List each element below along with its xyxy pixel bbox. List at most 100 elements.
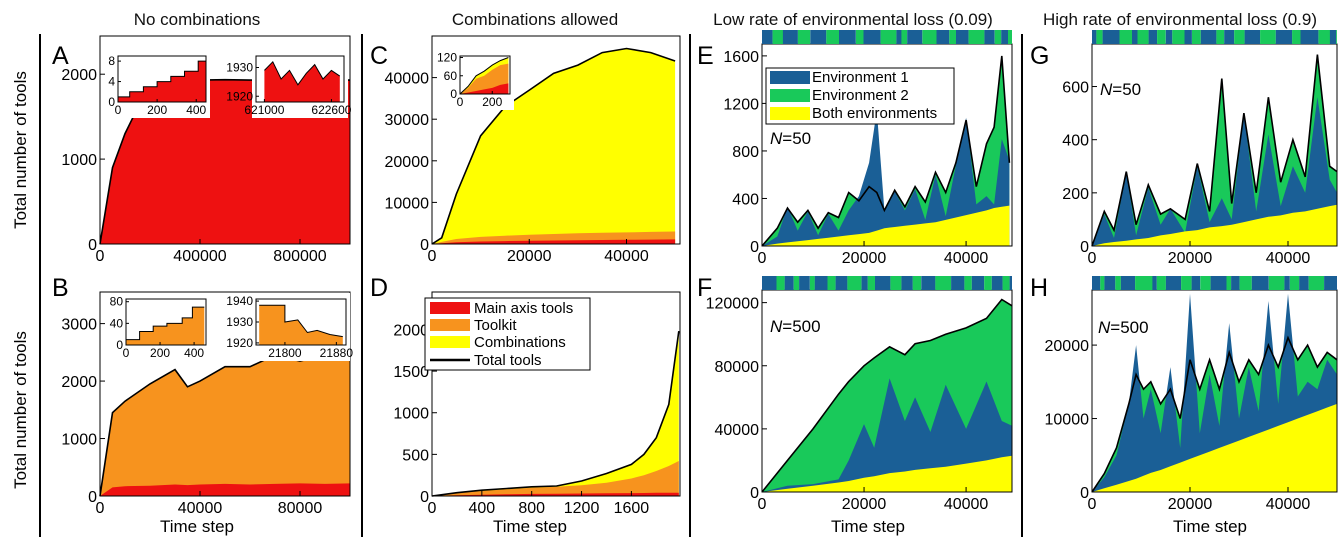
x-tick-label-g: 40000 <box>1266 250 1311 267</box>
total-line-d <box>431 330 680 497</box>
y-tick-label-d: 0 <box>420 489 429 506</box>
env-segment <box>922 30 937 44</box>
env-segment <box>1289 276 1300 290</box>
area-g-both-environments <box>1092 204 1337 246</box>
y-tick-label-d: 500 <box>402 447 429 464</box>
env-segment <box>810 30 827 44</box>
env-segment <box>1157 30 1166 44</box>
total-line-c <box>431 47 676 245</box>
x-tick-label-b: 40000 <box>178 500 223 517</box>
x-tick-label-g: 20000 <box>1168 250 1213 267</box>
legend-label-both: Both environments <box>812 105 937 122</box>
env-segment <box>847 276 862 290</box>
y-tick-label-b-inset1: 1920 <box>226 336 253 350</box>
y-tick-label-e: 0 <box>750 239 759 256</box>
env-segment <box>797 30 811 44</box>
inset-area-a1 <box>264 61 340 102</box>
x-tick-label-c: 0 <box>428 248 437 265</box>
env-segment <box>762 276 777 290</box>
env-segment <box>1165 276 1182 290</box>
y-tick-label-f: 80000 <box>715 359 760 376</box>
area-b-toolkit <box>100 355 350 496</box>
y-tick-label-b-inset0: 40 <box>110 316 124 330</box>
x-tick-label-c-inset0: 0 <box>457 95 464 109</box>
x-tick-label-f: 40000 <box>944 496 989 513</box>
env-segment <box>782 30 798 44</box>
y-tick-label-b: 0 <box>88 489 97 506</box>
panel-label-c: C <box>370 42 388 70</box>
y-tick-label-a-inset1: 1930 <box>226 61 253 75</box>
total-line-e <box>761 55 1011 247</box>
area-e-both-environments <box>762 205 1010 246</box>
environment-bar-f <box>762 276 1012 290</box>
y-tick-label-d: 1000 <box>393 406 429 423</box>
plot-frame-c <box>431 35 681 245</box>
env-segment <box>1200 276 1211 290</box>
y-tick-label-f: 40000 <box>715 422 760 439</box>
x-tick-label-f: 20000 <box>842 496 887 513</box>
env-segment <box>912 276 922 290</box>
y-tick-label-b: 3000 <box>61 317 97 334</box>
y-tick-label-d: 1500 <box>393 364 429 381</box>
y-tick-label-a-inset1: 1920 <box>226 89 253 103</box>
env-segment <box>1226 276 1232 290</box>
env-segment <box>921 276 936 290</box>
environment-bar-g <box>1092 30 1337 44</box>
env-segment <box>984 276 992 290</box>
env-segment <box>814 276 828 290</box>
panel-label-a: A <box>52 42 69 70</box>
y-tick-label-a-inset0: 8 <box>108 54 115 68</box>
panel-label-d: D <box>370 274 388 302</box>
legend-swatch-toolkit <box>430 319 470 331</box>
env-segment <box>839 30 856 44</box>
env-segment <box>835 276 848 290</box>
env-segment <box>935 276 952 290</box>
y-tick-label-c: 40000 <box>385 71 430 88</box>
x-tick-label-b: 80000 <box>278 500 323 517</box>
y-tick-label-g: 200 <box>1062 186 1089 203</box>
y-tick-label-g: 600 <box>1062 80 1089 97</box>
env-segment <box>956 30 969 44</box>
inset-area-c0 <box>460 83 509 94</box>
env-segment <box>1275 30 1293 44</box>
area-f-environment-1 <box>762 378 1012 492</box>
env-segment <box>1234 30 1245 44</box>
legend-swatch-env1 <box>770 71 810 84</box>
total-line-g <box>1091 54 1338 247</box>
n-label-h: N=500 <box>1098 318 1149 337</box>
area-h-both-environments <box>1092 403 1337 492</box>
env-segment <box>1096 30 1103 44</box>
legend-swatch-env2 <box>770 89 810 102</box>
env-segment <box>1318 30 1330 44</box>
x-axis-label-b: Time step <box>160 517 234 536</box>
x-tick-label-f: 0 <box>758 496 767 513</box>
env-segment <box>1231 276 1240 290</box>
env-segment <box>949 30 956 44</box>
env-segment <box>875 276 891 290</box>
y-tick-label-a: 0 <box>88 237 97 254</box>
x-tick-label-e: 20000 <box>842 250 887 267</box>
x-tick-label-a-inset1: 621000 <box>244 103 284 117</box>
plot-frame-d <box>431 291 681 497</box>
x-tick-label-h: 0 <box>1088 496 1097 513</box>
environment-bar-e <box>762 30 1012 44</box>
env-segment <box>827 276 836 290</box>
x-tick-label-a: 0 <box>96 248 105 265</box>
x-tick-label-a: 400000 <box>173 248 226 265</box>
x-tick-label-b-inset1: 21800 <box>268 346 302 360</box>
x-tick-label-b-inset1: 21880 <box>320 346 354 360</box>
inset-line-c0 <box>459 57 509 95</box>
y-tick-label-c-inset0: 60 <box>444 69 458 83</box>
legend-label-env2: Environment 2 <box>812 87 909 104</box>
env-segment <box>1300 30 1319 44</box>
y-tick-label-a-inset0: 4 <box>108 75 115 89</box>
env-segment <box>984 30 995 44</box>
x-tick-label-d: 1200 <box>564 500 600 517</box>
env-segment <box>861 276 868 290</box>
env-segment <box>1092 276 1101 290</box>
env-segment <box>1009 276 1012 290</box>
y-tick-label-a: 2000 <box>61 67 97 84</box>
legend-label-main-axis: Main axis tools <box>474 300 573 317</box>
y-tick-label-h: 20000 <box>1045 338 1090 355</box>
x-axis-label-f: Time step <box>831 517 905 536</box>
